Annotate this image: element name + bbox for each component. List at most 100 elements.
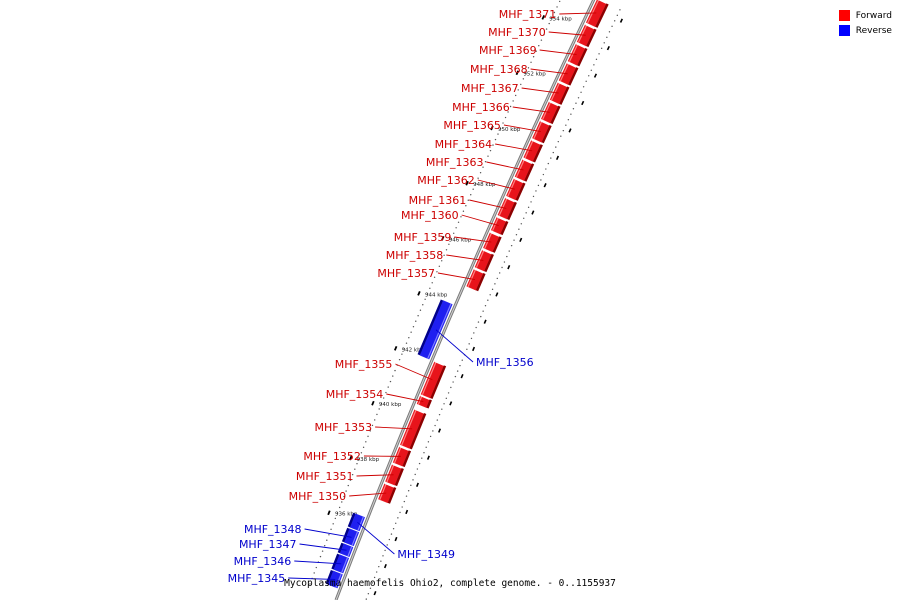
gene-label-MHF_1345[interactable]: MHF_1345 <box>228 572 286 585</box>
scale-dot <box>537 184 540 187</box>
gene-MHF_1364[interactable] <box>523 139 543 163</box>
gene-MHF_1349[interactable] <box>347 512 366 532</box>
scale-dot <box>427 441 430 443</box>
scale-dot <box>408 337 410 339</box>
gene-label-MHF_1356[interactable]: MHF_1356 <box>476 356 534 369</box>
gene-label-MHF_1353[interactable]: MHF_1353 <box>315 421 373 434</box>
gene-label-MHF_1358[interactable]: MHF_1358 <box>386 249 444 262</box>
gene-MHF_1371[interactable] <box>585 0 609 28</box>
genome-backbone-highlight <box>335 0 595 600</box>
scale-dot <box>360 452 363 454</box>
gene-label-MHF_1363[interactable]: MHF_1363 <box>426 156 484 169</box>
gene-MHF_1353[interactable] <box>400 408 427 450</box>
gene-label-MHF_1347[interactable]: MHF_1347 <box>239 538 297 551</box>
gene-MHF_1358[interactable] <box>474 249 494 273</box>
scale-dot <box>530 61 532 63</box>
legend-forward[interactable]: Forward <box>838 8 892 23</box>
scale-dot <box>434 424 436 427</box>
gene-shadow <box>402 450 412 468</box>
tick-label: 950 kbp <box>498 127 521 133</box>
scale-dot <box>356 463 358 465</box>
scale-dot <box>443 403 445 405</box>
gene-highlight <box>568 44 579 62</box>
gene-label-MHF_1360[interactable]: MHF_1360 <box>401 209 459 222</box>
scale-dot <box>515 234 518 236</box>
gene-gap <box>399 446 409 451</box>
gene-label-MHF_1354[interactable]: MHF_1354 <box>326 388 384 401</box>
scale-dash <box>472 346 476 352</box>
scale-dash <box>373 591 377 596</box>
scale-dot <box>570 113 572 115</box>
scale-dot <box>431 282 433 284</box>
scale-dash <box>383 563 387 569</box>
gene-label-MHF_1365[interactable]: MHF_1365 <box>443 119 501 132</box>
gene-highlight <box>559 63 570 82</box>
gene-shadow <box>484 253 494 273</box>
legend-reverse[interactable]: Reverse <box>838 23 892 38</box>
gene-highlight <box>357 516 364 531</box>
gene-label-MHF_1351[interactable]: MHF_1351 <box>296 470 354 483</box>
gene-MHF_1366[interactable] <box>540 101 561 125</box>
scale-dot <box>441 260 443 262</box>
scale-dot <box>496 277 498 280</box>
gene-label-MHF_1366[interactable]: MHF_1366 <box>452 101 510 114</box>
gene-MHF_1348[interactable] <box>341 527 360 547</box>
gene-MHF_1350[interactable] <box>378 482 397 504</box>
gene-MHF_1367[interactable] <box>549 81 570 105</box>
gene-label-MHF_1357[interactable]: MHF_1357 <box>377 267 435 280</box>
gene-MHF_1361[interactable] <box>497 197 517 221</box>
scale-dot <box>455 227 457 229</box>
tick-mark <box>541 15 546 20</box>
gene-label-MHF_1355[interactable]: MHF_1355 <box>335 358 393 371</box>
gene-MHF_1352[interactable] <box>392 446 412 468</box>
gene-MHF_1369[interactable] <box>567 43 588 67</box>
gene-MHF_1346[interactable] <box>331 553 350 574</box>
gene-label-MHF_1361[interactable]: MHF_1361 <box>409 194 467 207</box>
gene-highlight <box>341 557 348 573</box>
gene-label-MHF_1362[interactable]: MHF_1362 <box>417 174 475 187</box>
gene-MHF_1368[interactable] <box>558 62 579 86</box>
scale-dot <box>436 271 438 273</box>
gene-shadow <box>586 28 597 48</box>
gene-label-MHF_1370[interactable]: MHF_1370 <box>488 26 546 39</box>
gene-label-MHF_1359[interactable]: MHF_1359 <box>394 231 452 244</box>
gene-label-MHF_1348[interactable]: MHF_1348 <box>244 523 302 536</box>
scale-dash <box>483 319 487 324</box>
gene-leader-line <box>521 87 559 94</box>
gene-MHF_1347[interactable] <box>337 542 354 558</box>
gene-shadow <box>347 512 356 528</box>
gene-MHF_1351[interactable] <box>385 463 404 487</box>
scale-dot <box>392 528 395 530</box>
scale-dot <box>367 435 369 438</box>
gene-label-MHF_1350[interactable]: MHF_1350 <box>289 490 347 503</box>
gene-shadow <box>577 47 588 67</box>
scale-dot <box>513 239 515 241</box>
gene-label-MHF_1352[interactable]: MHF_1352 <box>303 450 361 463</box>
gene-MHF_1365[interactable] <box>532 120 552 144</box>
scale-dot <box>477 177 479 179</box>
scale-dot <box>315 566 317 569</box>
gene-label-MHF_1367[interactable]: MHF_1367 <box>461 82 519 95</box>
gene-MHF_1345[interactable] <box>325 569 343 589</box>
scale-dot <box>447 392 450 394</box>
gene-MHF_1360[interactable] <box>490 216 509 236</box>
gene-MHF_1362[interactable] <box>506 177 526 201</box>
scale-dash <box>460 374 464 379</box>
gene-label-MHF_1371[interactable]: MHF_1371 <box>499 8 557 21</box>
gene-MHF_1359[interactable] <box>483 231 502 253</box>
gene-label-MHF_1364[interactable]: MHF_1364 <box>435 138 493 151</box>
gene-label-MHF_1369[interactable]: MHF_1369 <box>479 44 537 57</box>
scale-dot <box>501 266 503 269</box>
gene-label-MHF_1346[interactable]: MHF_1346 <box>234 555 292 568</box>
tick-label: 938 kbp <box>357 457 380 463</box>
gene-MHF_1370[interactable] <box>576 23 597 48</box>
gene-MHF_1363[interactable] <box>514 158 535 182</box>
scale-dot <box>387 386 389 388</box>
gene-label-MHF_1349[interactable]: MHF_1349 <box>397 548 455 561</box>
scale-dash <box>568 128 572 133</box>
gene-label-MHF_1368[interactable]: MHF_1368 <box>470 63 528 76</box>
scale-dot <box>450 238 453 240</box>
scale-dot <box>390 533 393 535</box>
gene-MHF_1357[interactable] <box>466 268 486 292</box>
